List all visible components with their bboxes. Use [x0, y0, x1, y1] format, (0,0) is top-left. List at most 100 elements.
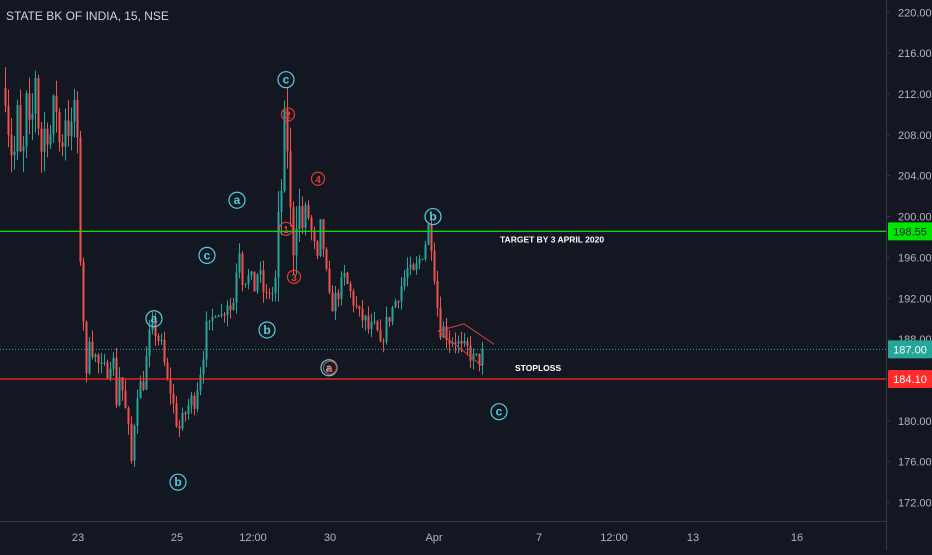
- candle: [247, 268, 250, 290]
- price-tags-layer: 198.55 187.00 184.10: [888, 222, 932, 389]
- candle: [172, 383, 175, 414]
- candle: [40, 121, 43, 173]
- svg-text:b: b: [174, 475, 181, 489]
- candle: [388, 316, 391, 327]
- candle: [412, 262, 415, 271]
- candle: [37, 74, 40, 136]
- candle: [355, 296, 358, 309]
- candle: [286, 87, 289, 169]
- candle: [121, 377, 124, 401]
- channel-lower-line[interactable]: [437, 330, 483, 367]
- svg-text:198.55: 198.55: [893, 226, 927, 238]
- wave-label-c[interactable]: c: [198, 246, 216, 264]
- svg-text:a: a: [327, 364, 333, 375]
- candle: [466, 337, 469, 356]
- svg-text:187.00: 187.00: [893, 344, 927, 356]
- candle: [136, 389, 139, 434]
- candle: [262, 260, 265, 303]
- candle: [175, 395, 178, 428]
- candle: [367, 306, 370, 334]
- wave-label-2[interactable]: 2: [280, 107, 296, 122]
- candle: [82, 257, 85, 331]
- wave-label-a[interactable]: a: [322, 360, 338, 375]
- candle: [433, 242, 436, 285]
- candle: [109, 361, 112, 382]
- price-tick-label: 212.00: [898, 89, 932, 101]
- candle: [112, 352, 115, 377]
- candle: [154, 312, 157, 346]
- candle: [214, 315, 217, 318]
- candle: [106, 359, 109, 380]
- wave-label-b[interactable]: b: [169, 473, 187, 491]
- candle: [277, 190, 280, 302]
- wave-label-a[interactable]: a: [228, 191, 246, 209]
- candle: [64, 108, 67, 161]
- wave-label-c[interactable]: c: [277, 71, 295, 89]
- candle: [151, 312, 154, 335]
- candle: [394, 298, 397, 309]
- price-tick-label: 208.00: [898, 130, 932, 142]
- horizontal-lines-layer: TARGET BY 3 APRIL 2020 STOPLOSS: [0, 230, 886, 380]
- candle: [58, 108, 61, 152]
- candle: [19, 89, 22, 153]
- svg-text:c: c: [283, 73, 290, 87]
- candle: [145, 346, 148, 391]
- symbol-title: STATE BK OF INDIA, 15, NSE: [6, 9, 169, 23]
- candle: [253, 271, 256, 292]
- wave-label-b[interactable]: b: [258, 321, 276, 339]
- candle: [322, 218, 325, 257]
- svg-text:2: 2: [285, 110, 291, 121]
- candle: [298, 188, 301, 242]
- candle: [7, 89, 10, 148]
- wave-label-c[interactable]: c: [490, 403, 508, 421]
- candle: [454, 332, 457, 354]
- wave-label-4[interactable]: 4: [310, 171, 326, 186]
- price-tick-label: 216.00: [898, 48, 932, 60]
- candle: [226, 300, 229, 327]
- time-tick-label: 16: [791, 532, 803, 544]
- time-tick-label: 7: [536, 532, 542, 544]
- svg-text:b: b: [429, 210, 436, 224]
- candle: [295, 206, 298, 275]
- candle: [343, 264, 346, 286]
- svg-text:a: a: [234, 193, 241, 207]
- candle: [205, 311, 208, 368]
- svg-text:b: b: [263, 323, 270, 337]
- candle: [421, 258, 424, 261]
- candle: [391, 305, 394, 326]
- candle: [232, 298, 235, 311]
- candle: [415, 256, 418, 275]
- wave-label-b[interactable]: b: [424, 207, 442, 226]
- time-tick-label: 23: [72, 532, 84, 544]
- svg-text:1: 1: [283, 225, 289, 236]
- price-tick-label: 176.00: [898, 457, 932, 469]
- wave-label-1[interactable]: 1: [278, 221, 294, 236]
- candle: [25, 90, 28, 159]
- candle: [166, 357, 169, 381]
- candle: [85, 320, 88, 383]
- price-tick-label: 220.00: [898, 7, 932, 19]
- candle: [241, 251, 244, 292]
- wave-label-3[interactable]: 3: [286, 269, 302, 284]
- channel-left-edge: [437, 323, 465, 332]
- candle: [307, 200, 310, 220]
- candle: [67, 100, 70, 147]
- channel-upper-line[interactable]: [463, 323, 495, 345]
- wave-label-a[interactable]: a: [145, 310, 163, 328]
- candle: [301, 196, 304, 235]
- candle: [193, 392, 196, 416]
- candle: [52, 94, 55, 143]
- candle: [178, 420, 181, 438]
- candle: [460, 331, 463, 353]
- candle: [328, 260, 331, 295]
- svg-text:4: 4: [315, 175, 321, 186]
- candle: [304, 201, 307, 236]
- candle: [403, 269, 406, 291]
- candle: [382, 338, 385, 353]
- time-tick-label: 25: [171, 532, 183, 544]
- candle: [16, 99, 19, 161]
- time-axis[interactable]: 23 25 12:00 30 Apr 7 12:00 13 16: [0, 521, 886, 545]
